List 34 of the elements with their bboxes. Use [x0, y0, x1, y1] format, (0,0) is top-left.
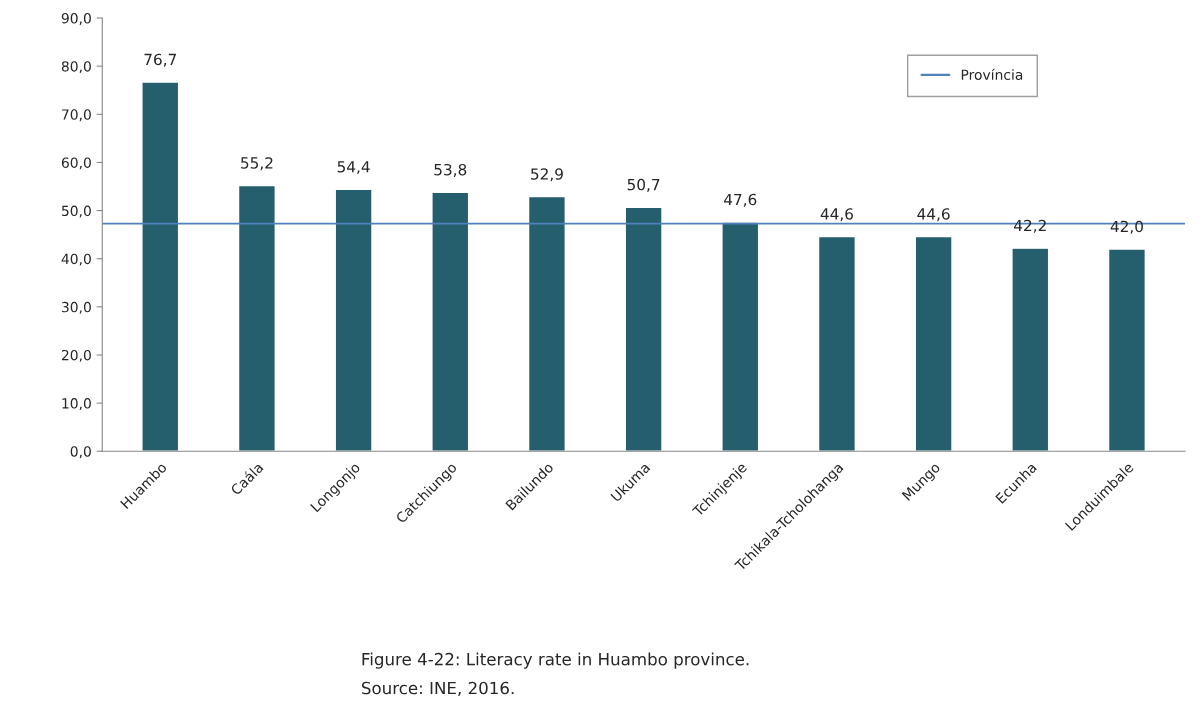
y-tick-label: 40,0: [61, 253, 91, 266]
y-tick-label: 50,0: [61, 205, 91, 218]
y-tick-label: 0,0: [70, 446, 91, 459]
bar: [141, 81, 180, 452]
data-label: 52,9: [531, 168, 563, 182]
bar: [334, 188, 373, 452]
data-label: 50,7: [627, 178, 660, 192]
data-label: 47,6: [724, 193, 757, 207]
y-tick-label: 70,0: [62, 109, 91, 122]
legend-label: Província: [961, 68, 1023, 80]
bar: [237, 184, 276, 452]
bar: [431, 191, 470, 452]
y-tick-label: 80,0: [61, 61, 91, 74]
bar: [527, 195, 566, 452]
y-tick-label: 10,0: [62, 398, 91, 411]
data-label: 44,6: [820, 208, 853, 222]
data-label: 55,2: [241, 157, 273, 171]
bar: [1011, 247, 1050, 452]
y-tick-label: 90,0: [61, 13, 91, 25]
data-label: 54,4: [337, 161, 370, 175]
bar: [817, 235, 857, 452]
bar: [1107, 248, 1147, 452]
y-tick-label: 30,0: [61, 301, 91, 314]
caption: Figure 4-22: Literacy rate in Huambo province.: [362, 652, 749, 669]
y-tick-label: 20,0: [61, 349, 91, 362]
data-label: 76,7: [144, 53, 176, 67]
data-label: 53,8: [434, 163, 467, 177]
y-tick-label: 60,0: [61, 157, 91, 170]
data-label: 42,0: [1110, 220, 1143, 234]
bar: [721, 221, 760, 452]
source-note: Source: INE, 2016.: [362, 681, 514, 697]
data-label: 44,6: [917, 208, 950, 222]
bar: [914, 235, 953, 452]
bar: [624, 206, 663, 452]
